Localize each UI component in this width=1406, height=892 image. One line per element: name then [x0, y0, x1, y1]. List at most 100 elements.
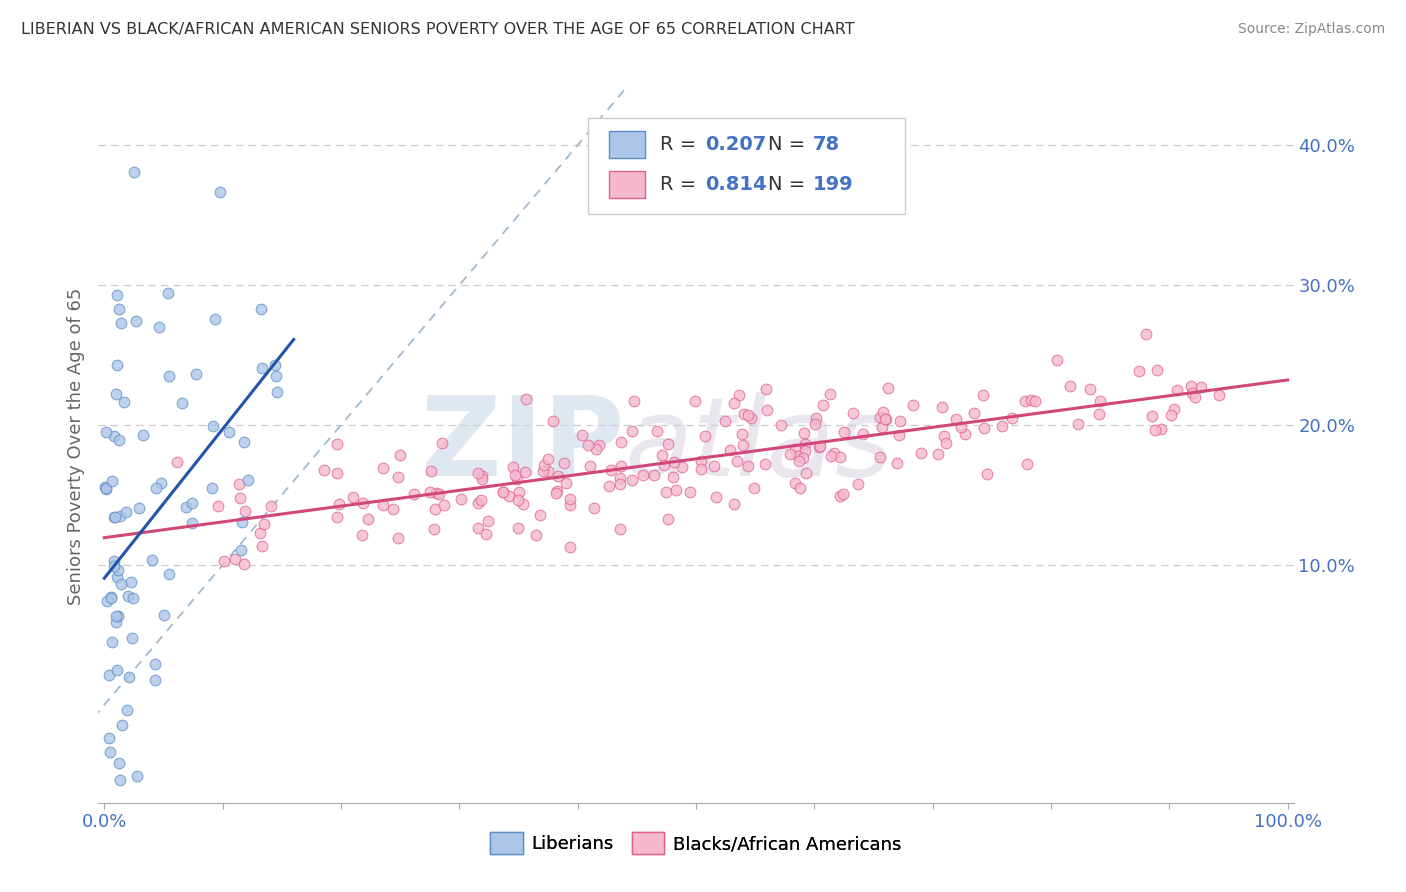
Point: [609, 471, 631, 485]
Point: [103, 554, 125, 568]
Point: [94, 482, 117, 496]
Point: [886, 456, 908, 470]
Point: [1014, 393, 1036, 408]
Point: [471, 468, 494, 483]
Point: [720, 442, 742, 457]
Point: [423, 522, 446, 536]
Point: [207, 499, 229, 513]
Point: [326, 467, 349, 481]
Point: [755, 382, 778, 396]
Point: [94, 425, 117, 439]
Point: [875, 412, 897, 426]
Point: [150, 475, 173, 490]
Point: [208, 185, 231, 199]
Point: [166, 455, 188, 469]
Point: [506, 521, 529, 535]
Point: [512, 497, 534, 511]
Point: [1059, 378, 1081, 392]
Point: [651, 448, 673, 462]
Point: [114, 505, 136, 519]
Point: [785, 476, 807, 491]
Point: [796, 466, 818, 480]
Text: 0.207: 0.207: [706, 136, 766, 154]
Point: [122, 591, 145, 606]
Point: [731, 426, 754, 441]
Point: [973, 421, 995, 435]
Point: [404, 486, 426, 500]
Point: [238, 473, 260, 487]
Point: [157, 285, 180, 300]
Point: [423, 502, 446, 516]
Point: [546, 484, 568, 499]
Point: [172, 396, 194, 410]
Point: [371, 460, 394, 475]
Point: [101, 475, 124, 489]
Point: [875, 412, 897, 426]
Point: [107, 756, 129, 771]
Point: [107, 563, 129, 577]
Point: [122, 165, 145, 179]
Point: [901, 398, 924, 412]
Point: [100, 635, 122, 649]
Text: Source: ZipAtlas.com: Source: ZipAtlas.com: [1237, 22, 1385, 37]
Point: [128, 501, 150, 516]
Point: [576, 438, 599, 452]
Point: [103, 510, 125, 524]
Point: [110, 316, 132, 330]
Point: [703, 459, 725, 474]
Point: [250, 539, 273, 553]
Point: [425, 486, 447, 500]
Point: [733, 408, 755, 422]
Point: [492, 484, 515, 499]
Text: N =: N =: [768, 175, 811, 194]
Point: [382, 502, 405, 516]
Point: [1146, 363, 1168, 377]
Point: [935, 435, 957, 450]
Point: [228, 477, 250, 491]
Point: [430, 435, 453, 450]
Point: [949, 420, 972, 434]
Point: [910, 446, 932, 460]
Point: [1067, 417, 1090, 431]
Point: [471, 473, 494, 487]
Point: [508, 492, 530, 507]
Point: [467, 521, 489, 535]
FancyBboxPatch shape: [609, 170, 644, 198]
Point: [927, 446, 949, 460]
Point: [174, 500, 197, 514]
Point: [793, 425, 815, 440]
Point: [787, 454, 810, 468]
Point: [1078, 382, 1101, 396]
Point: [233, 504, 256, 518]
Point: [1140, 409, 1163, 423]
Point: [112, 395, 135, 409]
Point: [157, 369, 180, 384]
Point: [723, 396, 745, 410]
Point: [180, 496, 202, 510]
Point: [609, 477, 631, 491]
Point: [553, 456, 575, 470]
Point: [98, 745, 121, 759]
Point: [1024, 394, 1046, 409]
Point: [931, 400, 953, 414]
Point: [103, 429, 125, 443]
Point: [852, 427, 875, 442]
Point: [555, 475, 578, 490]
Point: [665, 483, 688, 498]
Point: [250, 360, 273, 375]
Point: [312, 463, 335, 477]
Point: [467, 496, 489, 510]
Point: [475, 527, 498, 541]
Point: [963, 406, 986, 420]
Point: [419, 485, 441, 500]
Point: [620, 473, 643, 487]
Point: [120, 574, 142, 589]
Point: [263, 358, 285, 372]
Point: [934, 429, 956, 443]
Point: [250, 302, 273, 317]
Point: [991, 419, 1014, 434]
Point: [1143, 423, 1166, 437]
Point: [571, 428, 593, 442]
Point: [264, 368, 287, 383]
Point: [186, 368, 208, 382]
